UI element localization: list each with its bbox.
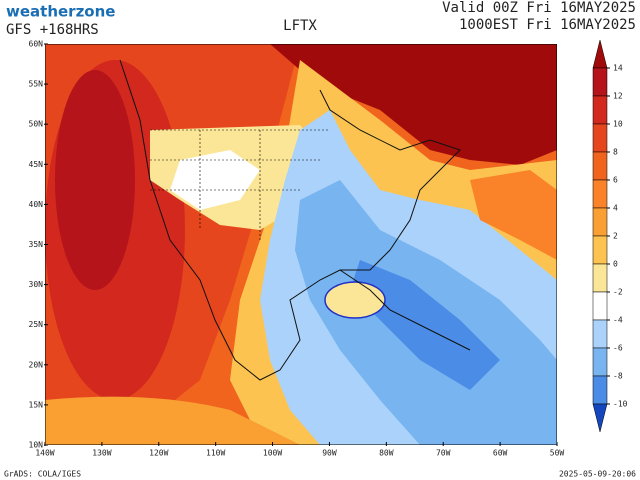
local-time: 1000EST Fri 16MAY2025 — [459, 17, 636, 33]
lat-label: 15N — [29, 400, 44, 409]
colorbar-swatch — [592, 151, 608, 181]
colorbar-label: -10 — [613, 400, 628, 409]
colorbar-swatch — [592, 291, 608, 321]
lat-label: 30N — [29, 280, 44, 289]
colorbar: 14 12 10 8 6 4 2 0 -2 -4 -6 -8 -10 — [592, 39, 628, 433]
model-label: GFS +168HRS — [6, 22, 99, 38]
colorbar-swatch — [592, 375, 608, 405]
colorbar-label: -4 — [613, 316, 623, 325]
lat-label: 45N — [29, 160, 44, 169]
colorbar-label: 8 — [613, 148, 618, 157]
lat-label: 55N — [29, 80, 44, 89]
colorbar-label: 6 — [613, 176, 618, 185]
colorbar-swatch — [592, 207, 608, 237]
lat-label: 50N — [29, 120, 44, 129]
lon-label: 80W — [379, 449, 394, 458]
colorbar-swatch — [592, 123, 608, 153]
colorbar-swatch — [592, 179, 608, 209]
colorbar-label: 10 — [613, 120, 623, 129]
colorbar-arrow — [592, 39, 608, 69]
colorbar-label: 14 — [613, 64, 623, 73]
lat-label: 10N — [29, 441, 44, 450]
lon-label: 140W — [35, 449, 54, 458]
lon-label: 110W — [206, 449, 225, 458]
brand: weatherzone — [6, 3, 115, 21]
lon-label: 70W — [436, 449, 451, 458]
colorbar-swatch — [592, 67, 608, 97]
lat-label: 20N — [29, 360, 44, 369]
colorbar-swatch — [592, 319, 608, 349]
lon-label: 60W — [493, 449, 508, 458]
colorbar-arrow — [592, 403, 608, 433]
colorbar-label: 0 — [613, 260, 618, 269]
colorbar-label: 12 — [613, 92, 623, 101]
lat-label: 40N — [29, 200, 44, 209]
colorbar-swatch — [592, 347, 608, 377]
valid-time: Valid 00Z Fri 16MAY2025 — [442, 0, 636, 16]
lat-label: 60N — [29, 40, 44, 49]
colorbar-swatch — [592, 235, 608, 265]
timestamp: 2025-05-09-20:06 — [559, 470, 636, 479]
map-title: LFTX — [283, 18, 317, 34]
source-label: GrADS: COLA/IGES — [4, 470, 81, 479]
colorbar-label: -6 — [613, 344, 623, 353]
map-field — [45, 44, 557, 445]
colorbar-label: 4 — [613, 204, 618, 213]
lon-label: 120W — [149, 449, 168, 458]
colorbar-label: 2 — [613, 232, 618, 241]
lon-label: 90W — [322, 449, 337, 458]
lon-label: 130W — [92, 449, 111, 458]
lat-label: 25N — [29, 320, 44, 329]
colorbar-label: -8 — [613, 372, 623, 381]
colorbar-swatch — [592, 263, 608, 293]
colorbar-label: -2 — [613, 288, 623, 297]
lon-label: 100W — [263, 449, 282, 458]
lat-label: 35N — [29, 240, 44, 249]
colorbar-swatch — [592, 95, 608, 125]
lon-label: 50W — [550, 449, 565, 458]
